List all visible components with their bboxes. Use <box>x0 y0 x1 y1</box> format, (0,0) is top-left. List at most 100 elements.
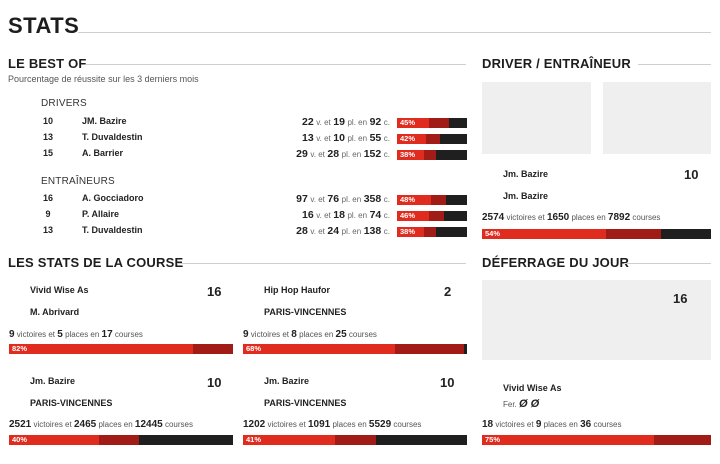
row-stats: 22 v. et 19 pl. en 92 c. <box>302 116 390 128</box>
pct-label: 38% <box>400 227 416 236</box>
row-name: T. Duvaldestin <box>82 132 143 142</box>
pct-label: 48% <box>400 195 416 204</box>
row-bar: 38% <box>397 150 467 160</box>
wins-segment <box>397 195 431 205</box>
row-bar: 45% <box>397 118 467 128</box>
driver-photo <box>482 82 591 154</box>
row-name: T. Duvaldestin <box>82 225 143 235</box>
card-stats: 9 victoires et 8 places en 25 courses <box>243 329 377 340</box>
pct-label: 42% <box>400 134 416 143</box>
driver-trainer-number: 10 <box>684 167 699 182</box>
row-bar: 46% <box>397 211 467 221</box>
fer-label: Fer. <box>503 400 517 409</box>
card-line2: M. Abrivard <box>30 307 80 317</box>
row-number: 13 <box>42 225 53 235</box>
driver-name[interactable]: Jm. Bazire <box>503 169 549 179</box>
card-bar: 68% <box>243 344 467 354</box>
deferrage-divider <box>624 263 711 264</box>
deferrage-stats: 18 victoires et 9 places en 36 courses <box>482 419 622 430</box>
card-bar: 41% <box>243 435 467 445</box>
card-line2: PARIS-VINCENNES <box>264 307 347 317</box>
card-line1: Vivid Wise As <box>30 285 89 295</box>
card-stats: 9 victoires et 5 places en 17 courses <box>9 329 143 340</box>
fer-info: Fer. Ø Ø <box>503 398 539 410</box>
card-line2: PARIS-VINCENNES <box>264 398 347 408</box>
pct-label: 75% <box>485 435 501 444</box>
row-bar: 48% <box>397 195 467 205</box>
card-line1: Hip Hop Haufor <box>264 285 330 295</box>
drivers-label: DRIVERS <box>41 98 87 109</box>
pct-label: 68% <box>246 344 262 353</box>
best-of-divider <box>86 64 466 65</box>
deferrage-horse[interactable]: Vivid Wise As <box>503 383 562 393</box>
pct-label: 38% <box>400 150 416 159</box>
wins-segment <box>397 211 430 221</box>
card-bar: 82% <box>9 344 233 354</box>
driver-row[interactable]: 15 A. Barrier 29 v. et 28 pl. en 152 c. <box>0 148 466 162</box>
wins-segment <box>397 134 427 144</box>
pct-label: 41% <box>246 435 262 444</box>
card-bar: 40% <box>9 435 233 445</box>
pct-label: 45% <box>400 118 416 127</box>
row-stats: 28 v. et 24 pl. en 138 c. <box>296 225 390 237</box>
wins-segment <box>397 118 429 128</box>
card-stats: 1202 victoires et 1091 places en 5529 co… <box>243 419 422 430</box>
card-number: 2 <box>444 284 452 299</box>
row-stats: 13 v. et 10 pl. en 55 c. <box>302 132 390 144</box>
pct-label: 82% <box>12 344 28 353</box>
header-divider <box>78 32 711 33</box>
trainer-row[interactable]: 13 T. Duvaldestin 28 v. et 24 pl. en 138 c… <box>0 225 466 239</box>
row-bar: 42% <box>397 134 467 144</box>
wins-segment <box>243 435 335 445</box>
row-number: 13 <box>42 132 53 142</box>
row-stats: 97 v. et 76 pl. en 358 c. <box>296 193 390 205</box>
wins-segment <box>482 435 654 445</box>
wins-segment <box>482 229 606 239</box>
deferrage-number: 16 <box>673 291 688 306</box>
row-stats: 29 v. et 28 pl. en 152 c. <box>296 148 390 160</box>
driver-row[interactable]: 13 T. Duvaldestin 13 v. et 10 pl. en 55 c. <box>0 132 466 146</box>
trainer-photo <box>603 82 711 154</box>
pct-label: 46% <box>400 211 416 220</box>
best-of-subtitle: Pourcentage de réussite sur les 3 dernie… <box>8 74 199 84</box>
trainers-label: ENTRAÎNEURS <box>41 176 115 187</box>
card-stats: 2521 victoires et 2465 places en 12445 c… <box>9 419 193 430</box>
row-name: A. Gocciadoro <box>82 193 144 203</box>
fer-value: Ø Ø <box>519 398 540 410</box>
row-stats: 16 v. et 18 pl. en 74 c. <box>302 209 390 221</box>
deferrage-title: DÉFERRAGE DU JOUR <box>482 255 630 270</box>
pct-label: 40% <box>12 435 28 444</box>
race-stats-divider <box>178 263 466 264</box>
card-number: 10 <box>207 375 222 390</box>
wins-segment <box>9 435 99 445</box>
card-number: 16 <box>207 284 222 299</box>
pct-label: 54% <box>485 229 501 238</box>
wins-segment <box>9 344 193 354</box>
wins-segment <box>397 227 424 237</box>
card-line2: PARIS-VINCENNES <box>30 398 113 408</box>
deferrage-bar: 75% <box>482 435 711 445</box>
card-line1: Jm. Bazire <box>30 376 76 386</box>
page-title: STATS <box>8 13 80 38</box>
trainer-row[interactable]: 16 A. Gocciadoro 97 v. et 76 pl. en 358 c. <box>0 193 466 207</box>
row-name: P. Allaire <box>82 209 120 219</box>
driver-row[interactable]: 10 JM. Bazire 22 v. et 19 pl. en 92 c. <box>0 116 466 130</box>
wins-segment <box>243 344 396 354</box>
trainer-name[interactable]: Jm. Bazire <box>503 191 549 201</box>
race-stats-title: LES STATS DE LA COURSE <box>8 255 184 270</box>
row-number: 9 <box>45 209 51 219</box>
trainer-row[interactable]: 9 P. Allaire 16 v. et 18 pl. en 74 c. <box>0 209 466 223</box>
wins-segment <box>397 150 424 160</box>
driver-trainer-title: DRIVER / ENTRAÎNEUR <box>482 56 631 71</box>
card-number: 10 <box>440 375 455 390</box>
best-of-title: LE BEST OF <box>8 56 87 71</box>
driver-trainer-divider <box>638 64 711 65</box>
row-name: A. Barrier <box>82 148 124 158</box>
row-number: 16 <box>42 193 53 203</box>
row-number: 10 <box>42 116 53 126</box>
horse-photo <box>482 280 711 360</box>
driver-trainer-bar: 54% <box>482 229 711 239</box>
row-bar: 38% <box>397 227 467 237</box>
card-line1: Jm. Bazire <box>264 376 310 386</box>
row-number: 15 <box>42 148 53 158</box>
